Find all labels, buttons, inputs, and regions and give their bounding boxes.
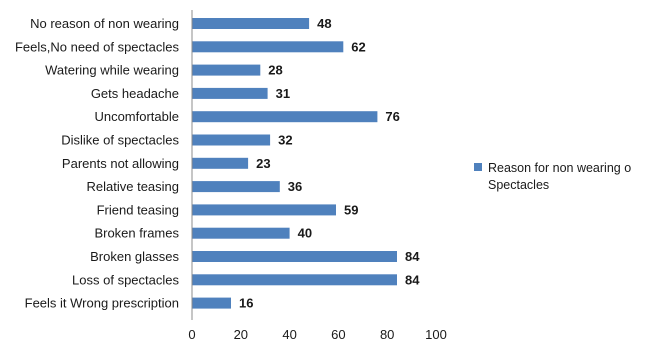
bar <box>192 274 397 286</box>
bar <box>192 41 344 53</box>
data-label: 32 <box>278 133 292 148</box>
category-label: Uncomfortable <box>94 109 179 124</box>
bar <box>192 157 249 169</box>
bar <box>192 297 231 309</box>
category-label: Broken glasses <box>90 249 179 264</box>
bars-group <box>192 18 397 309</box>
x-tick-label: 0 <box>188 327 195 341</box>
data-label: 23 <box>256 156 270 171</box>
legend-label-line2: Spectacles <box>488 178 550 192</box>
category-label: Broken frames <box>94 226 179 241</box>
legend-label-line1: Reason for non wearing o <box>488 161 632 175</box>
bar <box>192 251 397 262</box>
bar <box>192 181 280 193</box>
data-label: 76 <box>385 109 399 124</box>
legend-entry: Reason for non wearing o <box>474 160 645 177</box>
data-label: 36 <box>288 179 302 194</box>
category-label: Relative teasing <box>87 179 180 194</box>
x-tick-label: 60 <box>331 327 345 341</box>
bar <box>192 134 271 146</box>
data-label: 48 <box>317 16 331 31</box>
category-label: Dislike of spectacles <box>61 133 179 148</box>
category-label: Friend teasing <box>97 202 179 217</box>
data-label: 62 <box>351 39 365 54</box>
legend-swatch <box>474 163 482 171</box>
x-tick-label: 100 <box>425 327 447 341</box>
bar <box>192 87 268 99</box>
category-label: No reason of non wearing <box>30 16 179 31</box>
category-labels-group: No reason of non wearing Feels,No need of… <box>15 16 180 311</box>
data-label: 84 <box>405 249 420 264</box>
category-label: Parents not allowing <box>62 156 179 171</box>
category-label: Gets headache <box>91 86 179 101</box>
bar <box>192 204 336 216</box>
data-label: 31 <box>276 86 290 101</box>
bar <box>192 227 290 239</box>
data-labels-group: 48 62 28 31 76 32 23 36 59 40 84 84 16 <box>239 16 420 311</box>
x-tick-labels-group: 0 20 40 60 80 100 <box>188 327 446 341</box>
data-label: 16 <box>239 296 253 311</box>
category-label: Watering while wearing <box>45 63 179 78</box>
data-label: 59 <box>344 202 358 217</box>
category-label: Feels it Wrong prescription <box>25 296 179 311</box>
data-label: 84 <box>405 272 420 287</box>
data-label: 40 <box>298 226 312 241</box>
bar <box>192 64 261 76</box>
x-tick-label: 40 <box>282 327 296 341</box>
x-tick-label: 20 <box>234 327 248 341</box>
legend: Reason for non wearing o Spectacles <box>474 160 645 194</box>
bar <box>192 18 310 29</box>
bar <box>192 111 378 123</box>
x-tick-label: 80 <box>380 327 394 341</box>
category-label: Loss of spectacles <box>72 272 179 287</box>
category-label: Feels,No need of spectacles <box>15 39 180 54</box>
data-label: 28 <box>268 63 282 78</box>
